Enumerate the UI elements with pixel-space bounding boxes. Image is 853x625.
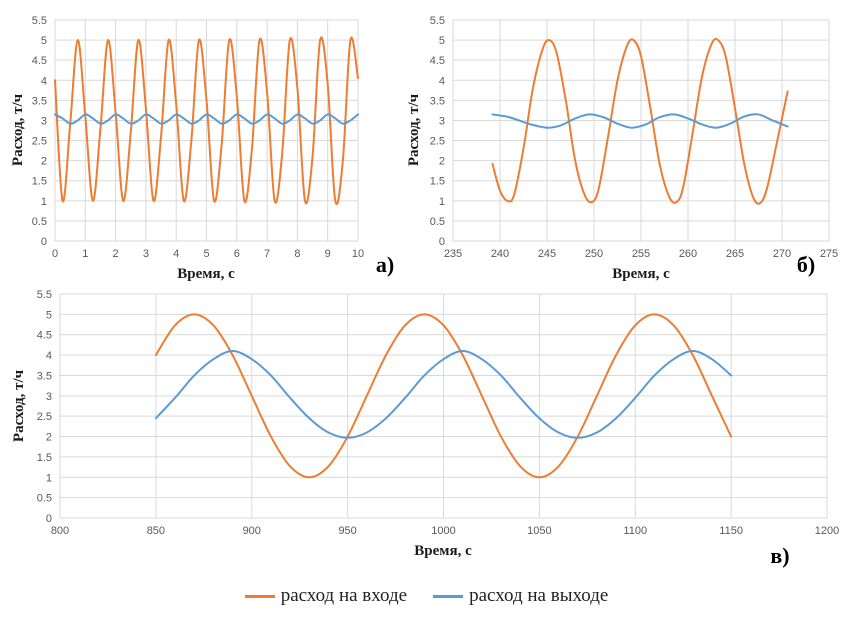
legend-item-inlet: расход на входе [244, 585, 408, 607]
y-tick-label: 0 [41, 236, 47, 248]
y-tick-label: 1.5 [430, 176, 445, 188]
y-axis-title: Расход, т/ч [406, 93, 422, 166]
x-tick-label: 1200 [815, 525, 839, 537]
x-tick-label: 275 [820, 248, 838, 260]
y-tick-label: 5.5 [430, 15, 445, 27]
x-tick-label: 1100 [623, 525, 647, 537]
x-tick-label: 1000 [431, 525, 455, 537]
x-tick-label: 900 [243, 525, 261, 537]
x-tick-label: 8 [294, 248, 300, 260]
y-tick-label: 3 [46, 391, 52, 403]
series-line-outlet [154, 350, 733, 439]
panel-label: в) [770, 543, 789, 568]
y-tick-label: 0 [439, 236, 445, 248]
y-tick-label: 3 [439, 115, 445, 127]
y-tick-label: 2.5 [37, 411, 52, 423]
x-axis-title: Время, с [177, 266, 235, 282]
chart-a: 0 0.5 1 1.5 2 2.5 3 3.5 4 4.5 5 5.5 0 1 2 3 4 5 6 7 8 9 10 Врем… [10, 15, 394, 282]
x-tick-label: 240 [491, 248, 509, 260]
x-tick-label: 6 [234, 248, 240, 260]
y-tick-label: 4 [41, 75, 47, 87]
y-tick-label: 1 [46, 472, 52, 484]
series-line-inlet [154, 313, 733, 479]
plot-area [452, 19, 830, 242]
series-line-outlet [54, 113, 359, 125]
y-tick-label: 0.5 [32, 216, 47, 228]
legend-swatch-outlet [433, 594, 464, 598]
y-tick-label: 4.5 [32, 55, 47, 67]
series-line-inlet [54, 36, 359, 205]
y-tick-label: 2.5 [32, 136, 47, 148]
x-tick-label: 255 [632, 248, 650, 260]
y-tick-label: 2 [439, 156, 445, 168]
y-tick-label: 5.5 [37, 289, 52, 301]
y-tick-label: 4.5 [430, 55, 445, 67]
x-tick-label: 4 [173, 248, 179, 260]
x-tick-label: 10 [352, 248, 364, 260]
y-tick-label: 2 [41, 156, 47, 168]
x-tick-label: 1 [82, 248, 88, 260]
y-tick-label: 1 [41, 196, 47, 208]
y-tick-label: 4.5 [37, 330, 52, 342]
plot-area [59, 293, 828, 519]
x-tick-label: 270 [773, 248, 791, 260]
y-tick-label: 1 [439, 196, 445, 208]
y-tick-label: 0 [46, 513, 52, 525]
series-line-outlet [491, 113, 789, 129]
y-tick-label: 0.5 [430, 216, 445, 228]
x-axis-title: Время, с [414, 543, 472, 559]
x-tick-label: 0 [52, 248, 58, 260]
x-tick-label: 5 [203, 248, 209, 260]
x-tick-label: 245 [538, 248, 556, 260]
legend-label-inlet: расход на входе [280, 585, 408, 606]
panel-label: а) [376, 252, 394, 277]
y-tick-label: 1.5 [37, 452, 52, 464]
y-tick-label: 5 [41, 35, 47, 47]
y-tick-label: 5 [46, 309, 52, 321]
x-tick-label: 800 [51, 525, 69, 537]
y-tick-label: 4 [439, 75, 445, 87]
y-tick-label: 3.5 [430, 95, 445, 107]
legend-swatch-inlet [244, 594, 275, 598]
x-tick-label: 7 [264, 248, 270, 260]
x-tick-label: 2 [113, 248, 119, 260]
plot-area [54, 19, 359, 242]
y-tick-label: 5.5 [32, 15, 47, 27]
panel-label: б) [797, 252, 815, 277]
x-tick-label: 1050 [527, 525, 551, 537]
y-tick-label: 3.5 [37, 370, 52, 382]
y-tick-label: 2.5 [430, 136, 445, 148]
y-tick-label: 4 [46, 350, 52, 362]
series-line-inlet [491, 37, 789, 205]
y-tick-label: 2 [46, 432, 52, 444]
legend: расход на входе расход на выходе [0, 580, 853, 612]
x-tick-label: 260 [679, 248, 697, 260]
x-tick-label: 850 [147, 525, 165, 537]
x-tick-label: 950 [338, 525, 356, 537]
y-tick-label: 0.5 [37, 493, 52, 505]
x-tick-label: 1150 [719, 525, 743, 537]
x-tick-label: 9 [325, 248, 331, 260]
chart-b: 0 0.5 1 1.5 2 2.5 3 3.5 4 4.5 5 5.5 235 240 245 250 255 2… [406, 15, 838, 282]
x-tick-label: 235 [444, 248, 462, 260]
y-tick-label: 5 [439, 35, 445, 47]
x-tick-label: 3 [143, 248, 149, 260]
y-tick-label: 3.5 [32, 95, 47, 107]
legend-item-outlet: расход на выходе [433, 585, 608, 607]
y-axis-title: Расход, т/ч [11, 369, 27, 442]
x-tick-label: 265 [726, 248, 744, 260]
x-axis-title: Время, с [612, 266, 670, 282]
chart-c: 0 0.5 1 1.5 2 2.5 3 3.5 4 4.5 5 5.5 800 850 900 950 1000… [11, 289, 839, 568]
y-tick-label: 1.5 [32, 176, 47, 188]
y-axis-title: Расход, т/ч [10, 93, 26, 166]
legend-label-outlet: расход на выходе [469, 585, 609, 606]
y-tick-label: 3 [41, 115, 47, 127]
x-tick-label: 250 [585, 248, 603, 260]
